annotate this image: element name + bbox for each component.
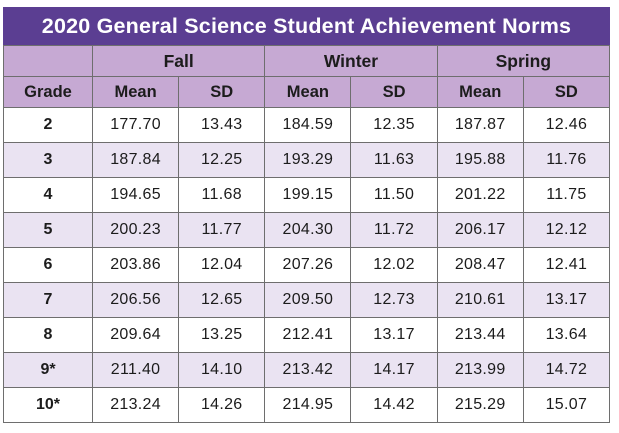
value-cell: 14.17 [350, 352, 438, 388]
season-header-row: Fall Winter Spring [3, 45, 611, 77]
norms-table: Fall Winter Spring Grade Mean SD Mean SD… [3, 45, 611, 423]
grade-column-header: Grade [3, 76, 93, 108]
season-header-winter: Winter [264, 45, 438, 77]
value-cell: 207.26 [264, 247, 352, 283]
value-cell: 184.59 [264, 107, 352, 143]
value-cell: 13.43 [178, 107, 266, 143]
grade-cell: 10* [3, 387, 93, 423]
season-header-spring: Spring [436, 45, 611, 77]
value-cell: 13.17 [350, 317, 438, 353]
grade-cell: 8 [3, 317, 93, 353]
grade-cell: 4 [3, 177, 93, 213]
grade-header-spacer [3, 45, 93, 77]
value-cell: 209.64 [91, 317, 180, 353]
value-cell: 195.88 [436, 142, 524, 178]
value-cell: 12.46 [522, 107, 611, 143]
value-cell: 212.41 [264, 317, 352, 353]
norms-table-container: 2020 General Science Student Achievement… [3, 7, 611, 423]
value-cell: 194.65 [91, 177, 180, 213]
value-cell: 13.25 [178, 317, 266, 353]
value-cell: 210.61 [436, 282, 524, 318]
table-row: 2 177.70 13.43 184.59 12.35 187.87 12.46 [3, 107, 611, 143]
grade-cell: 7 [3, 282, 93, 318]
value-cell: 14.26 [178, 387, 266, 423]
fall-mean-header: Mean [91, 76, 180, 108]
value-cell: 215.29 [436, 387, 524, 423]
value-cell: 12.65 [178, 282, 266, 318]
value-cell: 204.30 [264, 212, 352, 248]
grade-cell: 9* [3, 352, 93, 388]
table-row: 3 187.84 12.25 193.29 11.63 195.88 11.76 [3, 142, 611, 178]
value-cell: 211.40 [91, 352, 180, 388]
table-row: 9* 211.40 14.10 213.42 14.17 213.99 14.72 [3, 352, 611, 388]
table-body: 2 177.70 13.43 184.59 12.35 187.87 12.46 3 187.8… [3, 107, 611, 423]
value-cell: 13.64 [522, 317, 611, 353]
value-cell: 177.70 [91, 107, 180, 143]
value-cell: 199.15 [264, 177, 352, 213]
value-cell: 206.17 [436, 212, 524, 248]
value-cell: 12.02 [350, 247, 438, 283]
value-cell: 11.77 [178, 212, 266, 248]
table-row: 4 194.65 11.68 199.15 11.50 201.22 11.75 [3, 177, 611, 213]
value-cell: 214.95 [264, 387, 352, 423]
value-cell: 12.25 [178, 142, 266, 178]
table-row: 5 200.23 11.77 204.30 11.72 206.17 12.12 [3, 212, 611, 248]
value-cell: 209.50 [264, 282, 352, 318]
value-cell: 14.72 [522, 352, 611, 388]
value-cell: 12.73 [350, 282, 438, 318]
table-header: Fall Winter Spring Grade Mean SD Mean SD… [3, 45, 611, 108]
value-cell: 206.56 [91, 282, 180, 318]
fall-sd-header: SD [178, 76, 266, 108]
value-cell: 213.42 [264, 352, 352, 388]
table-row: 6 203.86 12.04 207.26 12.02 208.47 12.41 [3, 247, 611, 283]
value-cell: 208.47 [436, 247, 524, 283]
column-header-row: Grade Mean SD Mean SD Mean SD [3, 76, 611, 108]
value-cell: 14.42 [350, 387, 438, 423]
season-header-fall: Fall [91, 45, 266, 77]
grade-cell: 5 [3, 212, 93, 248]
table-row: 8 209.64 13.25 212.41 13.17 213.44 13.64 [3, 317, 611, 353]
value-cell: 15.07 [522, 387, 611, 423]
grade-cell: 3 [3, 142, 93, 178]
table-title: 2020 General Science Student Achievement… [3, 7, 610, 45]
value-cell: 11.76 [522, 142, 611, 178]
value-cell: 11.75 [522, 177, 611, 213]
value-cell: 187.84 [91, 142, 180, 178]
spring-sd-header: SD [522, 76, 611, 108]
value-cell: 11.50 [350, 177, 438, 213]
value-cell: 12.35 [350, 107, 438, 143]
value-cell: 213.44 [436, 317, 524, 353]
value-cell: 201.22 [436, 177, 524, 213]
value-cell: 12.41 [522, 247, 611, 283]
value-cell: 187.87 [436, 107, 524, 143]
value-cell: 12.12 [522, 212, 611, 248]
grade-cell: 6 [3, 247, 93, 283]
winter-mean-header: Mean [264, 76, 352, 108]
value-cell: 213.99 [436, 352, 524, 388]
spring-mean-header: Mean [436, 76, 524, 108]
value-cell: 200.23 [91, 212, 180, 248]
value-cell: 13.17 [522, 282, 611, 318]
grade-cell: 2 [3, 107, 93, 143]
table-row: 10* 213.24 14.26 214.95 14.42 215.29 15.07 [3, 387, 611, 423]
value-cell: 14.10 [178, 352, 266, 388]
value-cell: 203.86 [91, 247, 180, 283]
value-cell: 213.24 [91, 387, 180, 423]
value-cell: 11.68 [178, 177, 266, 213]
winter-sd-header: SD [350, 76, 438, 108]
value-cell: 11.63 [350, 142, 438, 178]
value-cell: 193.29 [264, 142, 352, 178]
table-row: 7 206.56 12.65 209.50 12.73 210.61 13.17 [3, 282, 611, 318]
value-cell: 12.04 [178, 247, 266, 283]
value-cell: 11.72 [350, 212, 438, 248]
